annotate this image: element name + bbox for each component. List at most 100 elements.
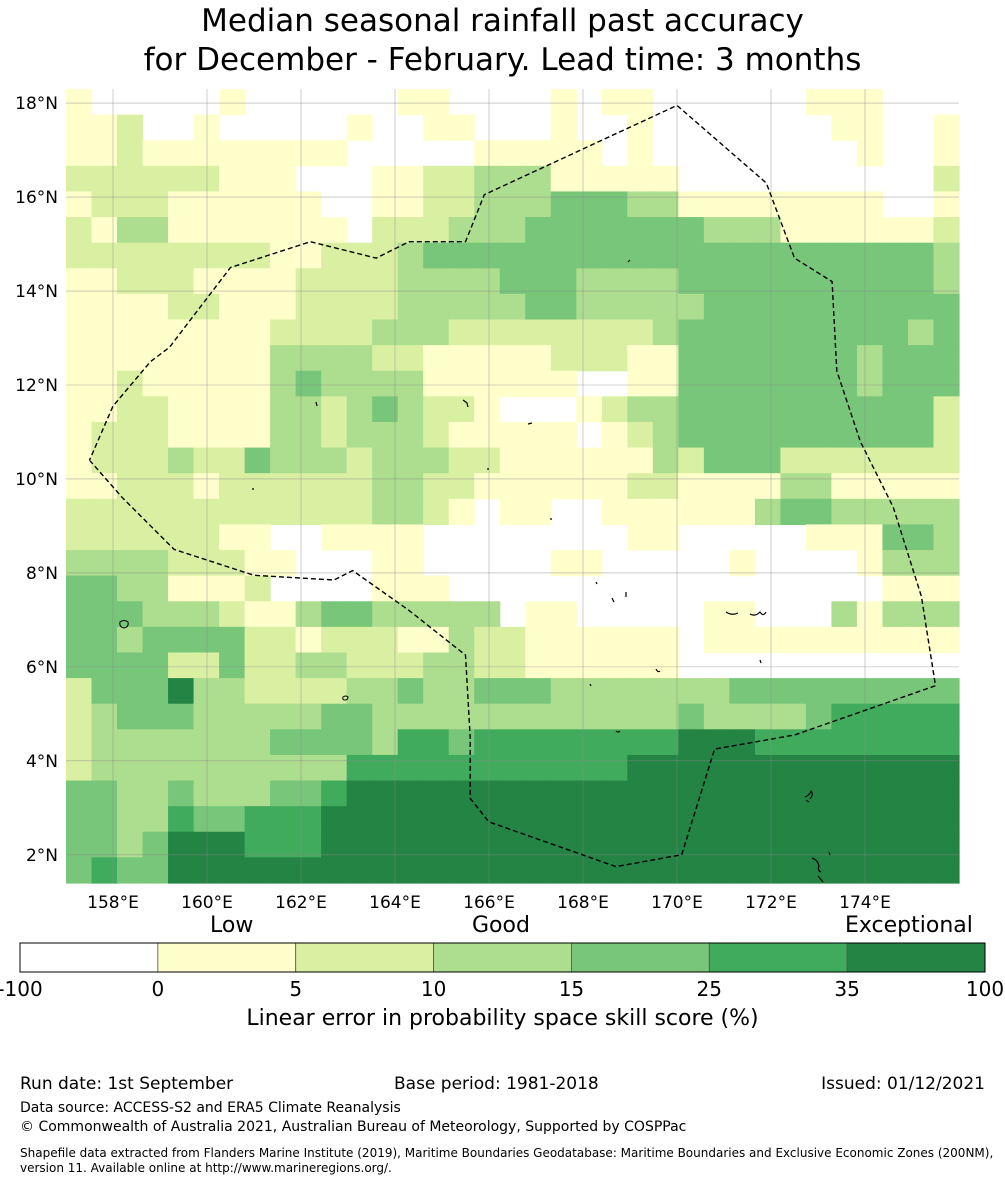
grid-cell: [499, 268, 526, 295]
grid-cell: [193, 217, 220, 244]
grid-cell: [423, 626, 450, 654]
grid-cell: [117, 370, 144, 397]
grid-cell: [933, 601, 960, 628]
grid-cell: [907, 473, 935, 500]
grid-cell: [907, 242, 935, 269]
grid-cell: [270, 447, 297, 474]
grid-cell: [576, 191, 603, 218]
grid-cell: [474, 165, 501, 193]
grid-cell: [499, 780, 526, 807]
grid-cell: [831, 114, 858, 141]
grid-cell: [321, 652, 348, 679]
grid-cell: [423, 473, 450, 500]
grid-cell: [193, 729, 220, 756]
grid-cell: [117, 345, 144, 372]
grid-cell: [193, 268, 220, 295]
grid-cell: [550, 447, 577, 474]
grid-cell: [754, 780, 781, 807]
grid-cell: [754, 217, 781, 244]
grid-cell: [831, 498, 858, 526]
grid-cell: [321, 601, 348, 628]
grid-cell: [423, 575, 450, 602]
grid-cell: [66, 268, 93, 295]
island-outline: [811, 851, 831, 883]
grid-cell: [576, 140, 603, 167]
grid-cell: [627, 524, 654, 551]
shapefile-credit-line1: Shapefile data extracted from Flanders M…: [20, 1146, 994, 1160]
data-source: Data source: ACCESS-S2 and ERA5 Climate …: [20, 1100, 401, 1116]
grid-cell: [295, 703, 322, 730]
grid-cell: [678, 729, 705, 756]
grid-cell: [448, 498, 475, 526]
grid-cell: [142, 268, 169, 295]
lon-tick-label: 170°E: [651, 893, 703, 913]
grid-cell: [397, 652, 424, 679]
grid-cell: [372, 498, 399, 526]
grid-cell: [244, 524, 271, 551]
grid-cell: [601, 754, 628, 782]
grid-cell: [729, 447, 756, 474]
grid-cell: [346, 447, 373, 474]
grid-cell: [856, 473, 884, 500]
grid-cell: [168, 191, 195, 218]
grid-cell: [117, 754, 144, 782]
grid-cell: [423, 396, 450, 423]
grid-cell: [423, 421, 450, 449]
grid-cell: [474, 473, 501, 500]
grid-cell: [780, 396, 807, 423]
grid-cell: [678, 217, 705, 244]
grid-cell: [219, 293, 246, 321]
grid-cell: [882, 473, 909, 500]
grid-cell: [933, 754, 960, 782]
grid-cell: [372, 421, 399, 449]
shapefile-credit-line2: version 11. Available online at http://w…: [20, 1161, 392, 1175]
grid-cell: [346, 831, 373, 858]
grid-cell: [856, 293, 884, 321]
grid-cell: [474, 191, 501, 218]
grid-cell: [627, 89, 654, 116]
grid-cell: [652, 780, 679, 807]
grid-cell: [780, 447, 807, 474]
grid-cell: [448, 242, 475, 269]
grid-cell: [219, 447, 246, 474]
grid-cell: [168, 421, 195, 449]
grid-cell: [423, 703, 450, 730]
grid-cell: [856, 678, 884, 705]
lon-tick-label: 168°E: [557, 893, 609, 913]
grid-cell: [448, 806, 475, 833]
grid-cell: [780, 678, 807, 705]
grid-cell: [321, 242, 348, 269]
grid-cell: [193, 857, 220, 884]
grid-cell: [372, 396, 399, 423]
grid-cell: [244, 447, 271, 474]
grid-cell: [423, 652, 450, 679]
grid-cell: [397, 524, 424, 551]
grid-cell: [678, 780, 705, 807]
grid-cell: [244, 217, 271, 244]
grid-cell: [397, 831, 424, 858]
grid-cell: [270, 242, 297, 269]
grid-cell: [321, 703, 348, 730]
grid-cell: [117, 831, 144, 858]
graticule: [66, 89, 959, 883]
grid-cell: [168, 626, 195, 654]
grid-cell: [831, 601, 858, 628]
grid-cell: [907, 421, 935, 449]
grid-cell: [295, 421, 322, 449]
grid-cell: [856, 396, 884, 423]
grid-cell: [729, 831, 756, 858]
grid-cell: [729, 319, 756, 346]
grid-cell: [193, 242, 220, 269]
grid-cell: [423, 857, 450, 884]
grid-cell: [933, 370, 960, 397]
grid-cell: [66, 729, 93, 756]
grid-cell: [423, 217, 450, 244]
grid-cell: [346, 524, 373, 551]
colorbar: [19, 942, 986, 973]
grid-cell: [627, 703, 654, 730]
grid-cell: [270, 217, 297, 244]
grid-cell: [423, 370, 450, 397]
grid-cell: [66, 857, 93, 884]
grid-cell: [805, 396, 833, 423]
grid-cell: [270, 421, 297, 449]
